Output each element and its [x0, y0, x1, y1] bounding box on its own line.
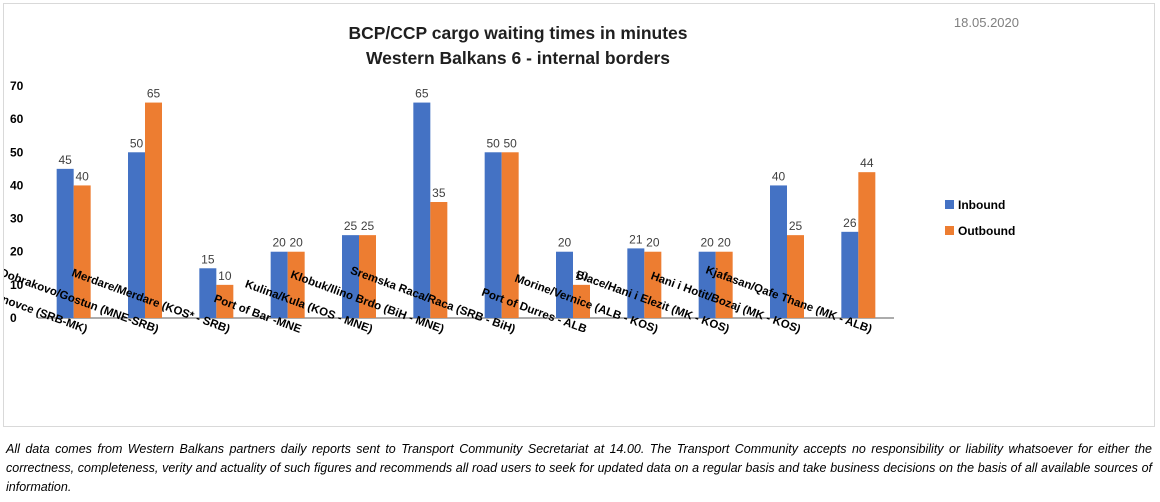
data-label-outbound: 44 — [860, 156, 874, 170]
bar-outbound — [287, 251, 305, 318]
legend-swatch-outbound — [945, 226, 954, 235]
bar-inbound — [627, 248, 645, 318]
date-stamp: 18.05.2020 — [954, 15, 1019, 30]
data-label-outbound: 20 — [646, 236, 660, 250]
bar-inbound — [484, 152, 502, 318]
legend: Inbound Outbound — [945, 198, 1015, 238]
data-label-inbound: 20 — [700, 236, 714, 250]
bar-inbound — [128, 152, 145, 318]
bar-outbound — [501, 152, 519, 318]
data-label-outbound: 10 — [218, 269, 232, 283]
bar-inbound — [56, 168, 74, 318]
bar-outbound — [216, 284, 234, 318]
y-tick-label: 30 — [10, 212, 24, 226]
bar-outbound — [359, 235, 376, 318]
bar-inbound — [841, 231, 859, 318]
data-label-outbound: 50 — [503, 136, 517, 150]
data-label-inbound: 21 — [629, 232, 643, 246]
data-label-outbound: 20 — [717, 236, 731, 250]
axis-group: 0 10 20 30 40 50 60 70 — [10, 79, 894, 325]
data-label-inbound: 26 — [843, 216, 857, 230]
legend-label-inbound: Inbound — [958, 198, 1005, 212]
bar-outbound — [430, 202, 448, 318]
chart-frame: BCP/CCP cargo waiting times in minutes W… — [3, 3, 1155, 427]
bar-chart: BCP/CCP cargo waiting times in minutes W… — [4, 15, 1019, 336]
data-label-outbound: 20 — [289, 236, 303, 250]
data-label-outbound: 25 — [789, 219, 803, 233]
data-label-inbound: 65 — [415, 87, 429, 101]
bar-inbound — [556, 251, 573, 318]
data-label-inbound: 45 — [58, 153, 72, 167]
bar-outbound — [787, 235, 804, 318]
data-label-inbound: 50 — [130, 136, 144, 150]
chart-subtitle: Western Balkans 6 - internal borders — [366, 48, 670, 68]
data-label-outbound: 40 — [75, 169, 89, 183]
y-tick-label: 10 — [10, 278, 24, 292]
bar-inbound — [698, 251, 716, 318]
legend-label-outbound: Outbound — [958, 224, 1015, 238]
bar-inbound — [342, 235, 359, 318]
data-label-outbound: 25 — [361, 219, 375, 233]
y-tick-label: 20 — [10, 245, 24, 259]
bars-group — [56, 102, 876, 318]
data-label-inbound: 15 — [201, 252, 215, 266]
y-tick-label: 40 — [10, 178, 24, 192]
data-label-outbound: 65 — [147, 87, 161, 101]
y-tick-label: 70 — [10, 79, 24, 93]
bar-outbound — [73, 185, 91, 318]
y-tick-label: 50 — [10, 145, 24, 159]
data-label-outbound: 10 — [575, 269, 589, 283]
bar-outbound — [145, 102, 162, 318]
bar-outbound — [573, 284, 590, 318]
data-label-inbound: 20 — [272, 236, 286, 250]
bar-inbound — [413, 102, 431, 318]
y-tick-label: 0 — [10, 311, 17, 325]
data-label-inbound: 50 — [486, 136, 500, 150]
bar-outbound — [858, 172, 876, 318]
bar-inbound — [770, 185, 787, 318]
bar-outbound — [644, 251, 662, 318]
disclaimer-text: All data comes from Western Balkans part… — [6, 442, 1152, 494]
legend-swatch-inbound — [945, 200, 954, 209]
bar-outbound — [715, 251, 733, 318]
data-label-inbound: 25 — [344, 219, 358, 233]
data-label-outbound: 35 — [432, 186, 446, 200]
bar-inbound — [199, 268, 217, 318]
data-label-inbound: 40 — [772, 169, 786, 183]
data-label-inbound: 20 — [558, 236, 572, 250]
bar-inbound — [270, 251, 288, 318]
chart-title: BCP/CCP cargo waiting times in minutes — [348, 23, 687, 43]
y-tick-label: 60 — [10, 112, 24, 126]
